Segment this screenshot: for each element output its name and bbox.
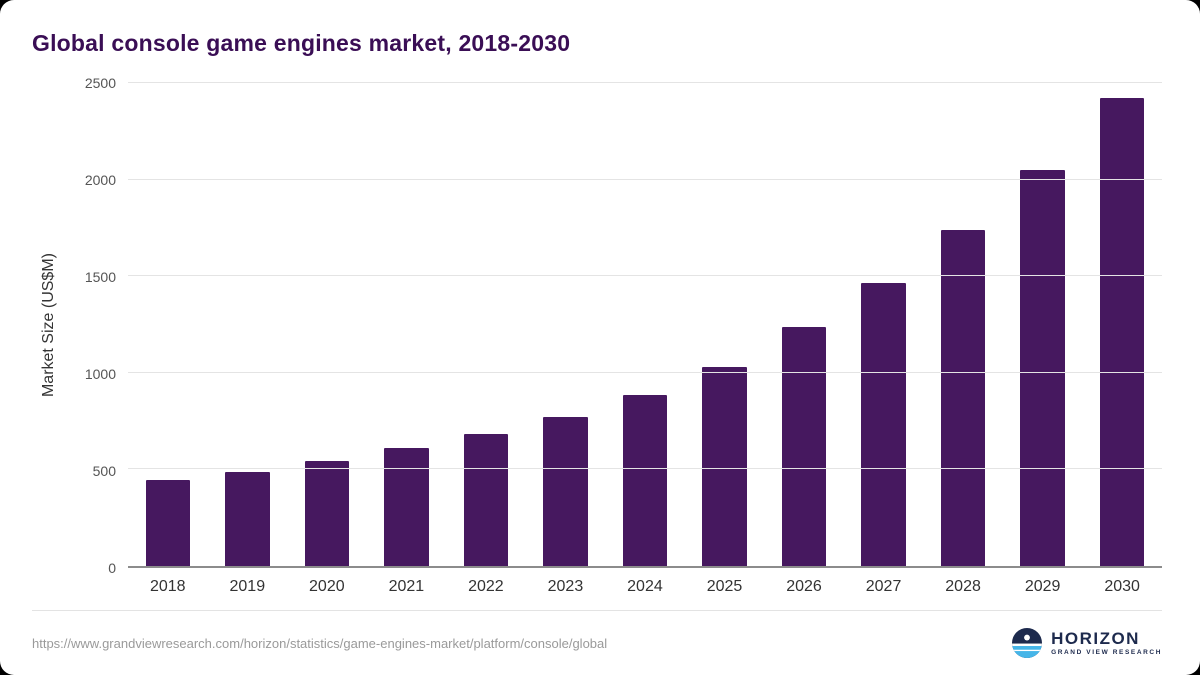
x-tick-label: 2021 — [388, 578, 425, 595]
gridline — [128, 178, 1162, 180]
logo-subtitle: GRAND VIEW RESEARCH — [1051, 648, 1162, 656]
bar-slot — [128, 83, 208, 566]
bar-slot — [1082, 83, 1162, 566]
y-tick-label: 0 — [108, 560, 116, 576]
horizon-logo-icon — [1012, 628, 1043, 658]
bar-2023 — [543, 417, 588, 566]
source-url: https://www.grandviewresearch.com/horizo… — [32, 635, 608, 651]
x-tick-label: 2023 — [547, 578, 584, 595]
x-tick-label: 2020 — [309, 578, 345, 595]
x-tick-label: 2022 — [468, 578, 504, 595]
bar-slot — [367, 83, 447, 566]
y-tick-label: 1000 — [84, 366, 116, 382]
plot-area — [128, 82, 1162, 568]
bar-2027 — [861, 282, 906, 566]
bar-slot — [1003, 83, 1083, 566]
bar-slot — [605, 83, 685, 566]
bar-slot — [287, 83, 367, 566]
y-tick-label: 2000 — [84, 172, 116, 188]
gridline — [128, 275, 1162, 277]
bar-2024 — [622, 395, 668, 566]
bar-slot — [685, 83, 765, 566]
bar-2030 — [1099, 98, 1145, 566]
gridline — [128, 468, 1162, 470]
logo-title: HORIZON — [1051, 628, 1140, 648]
horizon-logo: HORIZON GRAND VIEW RESEARCH — [1012, 628, 1162, 658]
bar-2018 — [145, 480, 191, 566]
gridline — [128, 82, 1162, 83]
y-tick-label: 1500 — [84, 269, 116, 285]
bar-2025 — [702, 367, 747, 566]
bar-2028 — [940, 229, 986, 566]
y-axis-label: Market Size (US$M) — [40, 253, 57, 398]
bar-2026 — [781, 327, 827, 566]
bar-series — [128, 83, 1162, 566]
bar-slot — [446, 83, 526, 566]
bar-2022 — [463, 433, 509, 566]
bar-slot — [764, 83, 844, 566]
bar-slot — [208, 83, 288, 566]
x-tick-label: 2030 — [1104, 578, 1140, 595]
x-tick-label: 2025 — [706, 578, 743, 595]
x-tick-label: 2027 — [865, 578, 902, 595]
bar-slot — [923, 83, 1003, 566]
x-tick-label: 2029 — [1024, 578, 1061, 595]
bar-slot — [526, 83, 606, 566]
x-tick-label: 2019 — [229, 578, 266, 595]
gridline — [128, 371, 1162, 373]
chart-title: Global console game engines market, 2018… — [32, 30, 571, 56]
footer: https://www.grandviewresearch.com/horizo… — [32, 610, 1162, 675]
x-tick-label: 2024 — [627, 578, 663, 595]
x-tick-label: 2026 — [786, 578, 822, 595]
bar-2020 — [304, 460, 350, 566]
chart-area: Market Size (US$M) 0 500 1000 1500 2000 2500 … — [32, 75, 1162, 606]
x-axis-ticks: 2018 2019 2020 2021 2022 2023 2024 2025 2026 2027… — [128, 568, 1162, 606]
bar-2021 — [384, 448, 429, 566]
x-tick-label: 2018 — [149, 578, 186, 595]
bar-2019 — [225, 471, 270, 566]
x-tick-label: 2028 — [945, 578, 981, 595]
y-tick-label: 500 — [92, 463, 116, 479]
bar-slot — [844, 83, 924, 566]
y-axis-ticks: 0 500 1000 1500 2000 2500 — [66, 75, 128, 576]
y-tick-label: 2500 — [84, 75, 116, 91]
bar-2029 — [1020, 169, 1065, 566]
